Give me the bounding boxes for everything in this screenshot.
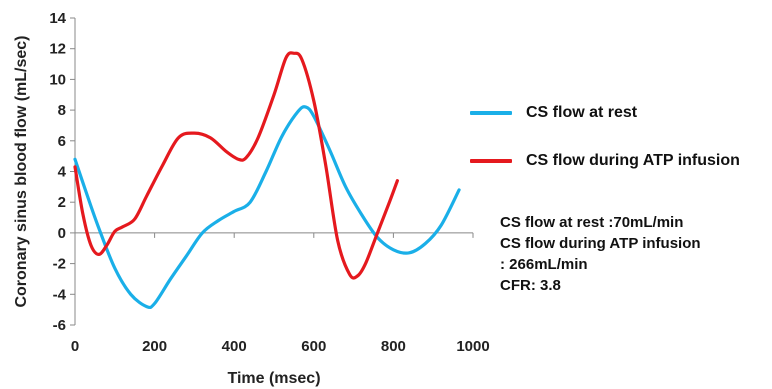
y-axis-label: Coronary sinus blood flow (mL/sec) bbox=[13, 35, 30, 307]
x-tick-label: 600 bbox=[301, 338, 326, 355]
x-tick-label: 1000 bbox=[456, 338, 489, 355]
y-tick-label: 10 bbox=[49, 71, 66, 88]
annotation-cfr: CFR: 3.8 bbox=[500, 277, 561, 294]
legend-label-atp: CS flow during ATP infusion bbox=[526, 152, 740, 169]
legend-swatch-rest bbox=[470, 111, 512, 115]
y-tick-label: 12 bbox=[49, 41, 66, 58]
legend-label-rest: CS flow at rest bbox=[526, 104, 638, 121]
legend-item-atp: CS flow during ATP infusion bbox=[470, 148, 770, 174]
y-tick-label: 2 bbox=[58, 194, 66, 211]
annotation-atp-flow-value: : 266mL/min bbox=[500, 256, 588, 273]
series-line-rest bbox=[73, 105, 461, 310]
annotation-rest-flow: CS flow at rest :70mL/min bbox=[500, 214, 684, 231]
y-tick-label: -6 bbox=[53, 317, 66, 334]
y-tick-label: 4 bbox=[58, 164, 67, 181]
legend: CS flow at rest CS flow during ATP infus… bbox=[470, 100, 770, 196]
y-tick-label: 6 bbox=[58, 133, 66, 150]
y-tick-label: -4 bbox=[53, 286, 67, 303]
legend-item-rest: CS flow at rest bbox=[470, 100, 770, 126]
legend-swatch-atp bbox=[470, 159, 512, 163]
x-tick-label: 800 bbox=[381, 338, 406, 355]
x-tick-label: 0 bbox=[71, 338, 79, 355]
series-line-atp bbox=[73, 51, 399, 280]
y-tick-label: -2 bbox=[53, 256, 66, 273]
annotation-atp-flow-label: CS flow during ATP infusion bbox=[500, 235, 701, 252]
x-tick-label: 400 bbox=[222, 338, 247, 355]
x-axis-label: Time (msec) bbox=[227, 370, 320, 387]
y-tick-label: 14 bbox=[49, 10, 66, 27]
y-tick-label: 0 bbox=[58, 225, 66, 242]
x-tick-label: 200 bbox=[142, 338, 167, 355]
flow-annotation: CS flow at rest :70mL/min CS flow during… bbox=[500, 212, 701, 296]
y-tick-label: 8 bbox=[58, 102, 66, 119]
